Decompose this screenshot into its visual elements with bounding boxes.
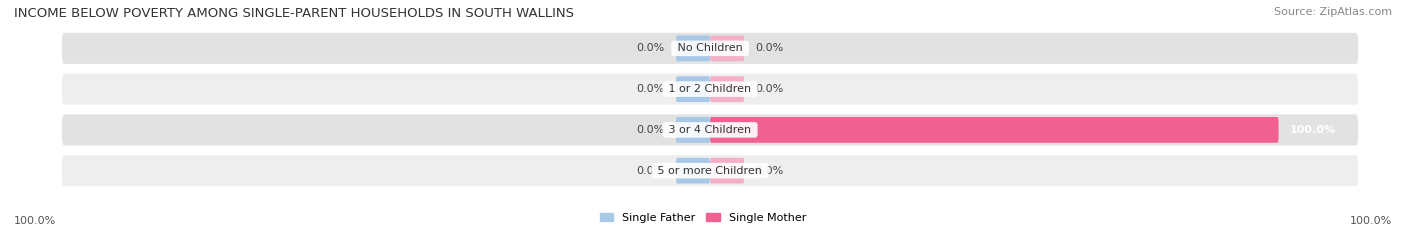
- Text: 0.0%: 0.0%: [637, 166, 665, 176]
- Text: 5 or more Children: 5 or more Children: [654, 166, 766, 176]
- Text: Source: ZipAtlas.com: Source: ZipAtlas.com: [1274, 7, 1392, 17]
- Text: 0.0%: 0.0%: [755, 43, 783, 53]
- Text: 0.0%: 0.0%: [637, 84, 665, 94]
- Text: 3 or 4 Children: 3 or 4 Children: [665, 125, 755, 135]
- Text: 100.0%: 100.0%: [1350, 216, 1392, 226]
- Text: 100.0%: 100.0%: [14, 216, 56, 226]
- Text: INCOME BELOW POVERTY AMONG SINGLE-PARENT HOUSEHOLDS IN SOUTH WALLINS: INCOME BELOW POVERTY AMONG SINGLE-PARENT…: [14, 7, 574, 20]
- FancyBboxPatch shape: [710, 35, 744, 61]
- Text: No Children: No Children: [673, 43, 747, 53]
- FancyBboxPatch shape: [676, 117, 710, 143]
- FancyBboxPatch shape: [676, 158, 710, 184]
- FancyBboxPatch shape: [62, 114, 1358, 145]
- Text: 1 or 2 Children: 1 or 2 Children: [665, 84, 755, 94]
- Text: 0.0%: 0.0%: [755, 84, 783, 94]
- Legend: Single Father, Single Mother: Single Father, Single Mother: [596, 209, 810, 227]
- FancyBboxPatch shape: [62, 155, 1358, 186]
- FancyBboxPatch shape: [676, 76, 710, 102]
- Text: 100.0%: 100.0%: [1289, 125, 1336, 135]
- FancyBboxPatch shape: [62, 74, 1358, 105]
- FancyBboxPatch shape: [710, 117, 1278, 143]
- Text: 0.0%: 0.0%: [637, 125, 665, 135]
- Text: 0.0%: 0.0%: [755, 166, 783, 176]
- FancyBboxPatch shape: [710, 158, 744, 184]
- FancyBboxPatch shape: [710, 76, 744, 102]
- FancyBboxPatch shape: [676, 35, 710, 61]
- Text: 0.0%: 0.0%: [637, 43, 665, 53]
- FancyBboxPatch shape: [62, 33, 1358, 64]
